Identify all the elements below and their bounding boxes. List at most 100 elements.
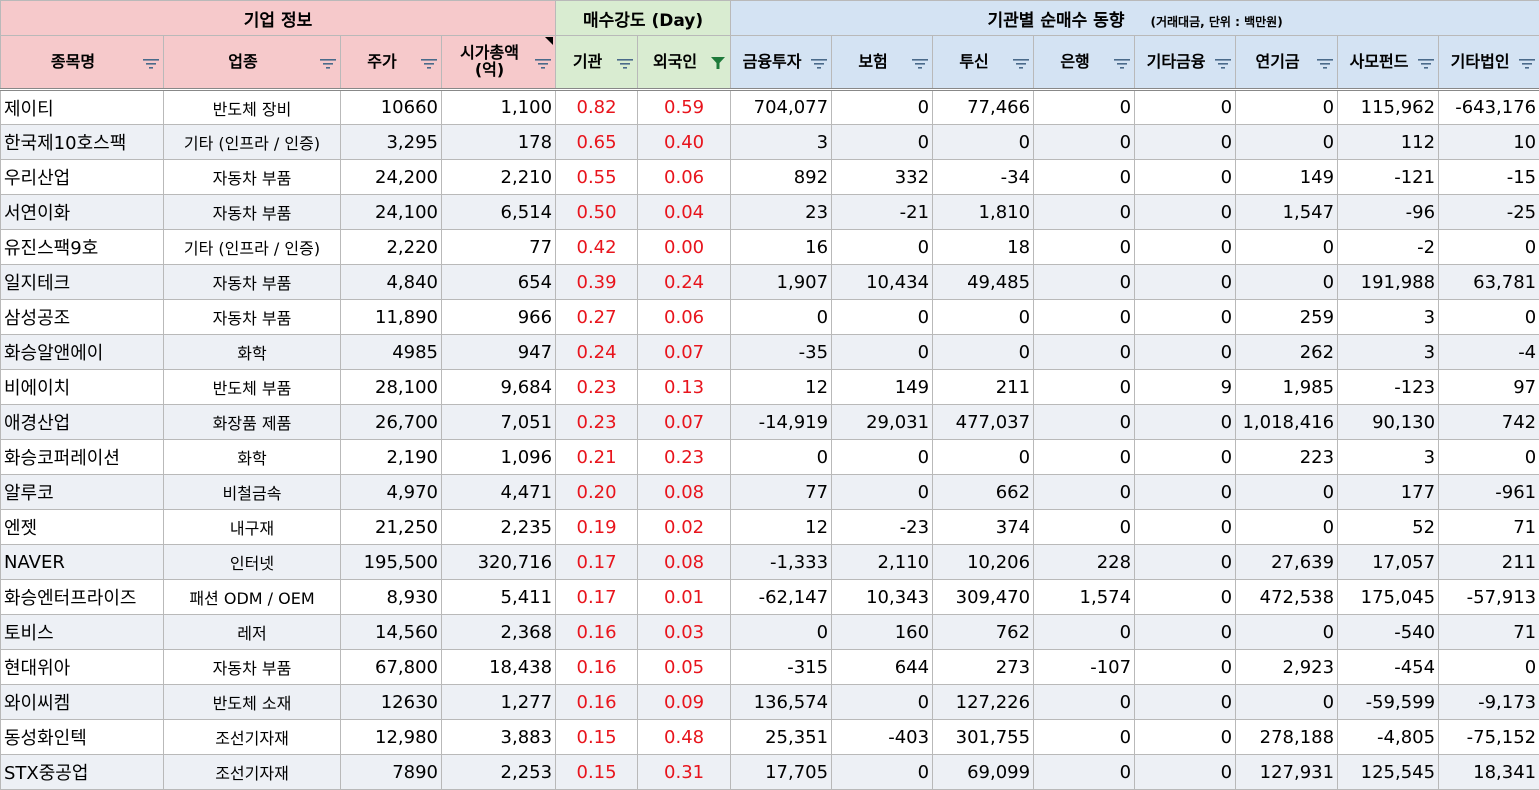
cell-industry[interactable]: 자동차 부품: [163, 264, 341, 300]
cell-insurance[interactable]: -21: [831, 194, 934, 230]
cell-price[interactable]: 26,700: [340, 404, 442, 440]
cell-fin-invest[interactable]: 0: [730, 299, 833, 335]
cell-industry[interactable]: 화장품 제품: [163, 404, 341, 440]
cell-trust[interactable]: 69,099: [932, 754, 1035, 790]
cell-bank[interactable]: 0: [1033, 754, 1136, 790]
cell-private-fund[interactable]: -2: [1337, 229, 1440, 265]
table-row[interactable]: 유진스팩9호 기타 (인프라 / 인증) 2,220 77 0.42 0.00 16 0 18 0…: [0, 229, 1539, 265]
cell-market-cap[interactable]: 1,277: [440, 684, 557, 720]
cell-trust[interactable]: 309,470: [932, 579, 1035, 615]
col-header-bank[interactable]: 은행: [1033, 35, 1136, 91]
cell-market-cap[interactable]: 654: [440, 264, 557, 300]
filter-dropdown-icon[interactable]: [1214, 55, 1232, 69]
cell-industry[interactable]: 조선기자재: [163, 754, 341, 790]
cell-fin-invest[interactable]: 23: [730, 194, 833, 230]
cell-insurance[interactable]: -403: [831, 719, 934, 755]
cell-price[interactable]: 4,970: [340, 474, 442, 510]
cell-institution[interactable]: 0.23: [555, 404, 639, 440]
cell-private-fund[interactable]: -123: [1337, 369, 1440, 405]
cell-foreign[interactable]: 0.31: [637, 754, 732, 790]
cell-other-corp[interactable]: -75,152: [1438, 719, 1539, 755]
cell-market-cap[interactable]: 4,471: [440, 474, 557, 510]
cell-insurance[interactable]: 0: [831, 89, 934, 125]
filter-dropdown-icon[interactable]: [1113, 55, 1131, 69]
filter-dropdown-icon[interactable]: [616, 55, 634, 69]
cell-other-corp[interactable]: 0: [1438, 299, 1539, 335]
cell-foreign[interactable]: 0.01: [637, 579, 732, 615]
cell-trust[interactable]: 0: [932, 124, 1035, 160]
table-row[interactable]: 애경산업 화장품 제품 26,700 7,051 0.23 0.07 -14,919 29,0…: [0, 404, 1539, 440]
cell-institution[interactable]: 0.50: [555, 194, 639, 230]
cell-trust[interactable]: 662: [932, 474, 1035, 510]
cell-industry[interactable]: 내구재: [163, 509, 341, 545]
cell-private-fund[interactable]: 90,130: [1337, 404, 1440, 440]
cell-name[interactable]: STX중공업: [0, 754, 164, 790]
filter-dropdown-icon[interactable]: [142, 55, 160, 69]
cell-name[interactable]: 삼성공조: [0, 299, 164, 335]
cell-other-corp[interactable]: 742: [1438, 404, 1539, 440]
cell-foreign[interactable]: 0.08: [637, 474, 732, 510]
cell-name[interactable]: 와이씨켐: [0, 684, 164, 720]
cell-bank[interactable]: 1,574: [1033, 579, 1136, 615]
cell-fin-invest[interactable]: 12: [730, 369, 833, 405]
cell-fin-invest[interactable]: -315: [730, 649, 833, 685]
cell-price[interactable]: 4,840: [340, 264, 442, 300]
cell-private-fund[interactable]: 3: [1337, 439, 1440, 475]
table-row[interactable]: 화승코퍼레이션 화학 2,190 1,096 0.21 0.23 0 0 0 0 0 223 3 0: [0, 439, 1539, 475]
cell-insurance[interactable]: 0: [831, 334, 934, 370]
col-header-market-cap[interactable]: 시가총액 (억): [440, 35, 557, 91]
cell-other-fin[interactable]: 9: [1134, 369, 1237, 405]
filter-active-icon[interactable]: [709, 55, 727, 69]
cell-bank[interactable]: 0: [1033, 719, 1136, 755]
col-header-price[interactable]: 주가: [340, 35, 442, 91]
cell-fin-invest[interactable]: -1,333: [730, 544, 833, 580]
cell-foreign[interactable]: 0.23: [637, 439, 732, 475]
cell-market-cap[interactable]: 7,051: [440, 404, 557, 440]
filter-dropdown-icon[interactable]: [810, 55, 828, 69]
cell-bank[interactable]: 0: [1033, 124, 1136, 160]
cell-institution[interactable]: 0.20: [555, 474, 639, 510]
table-row[interactable]: 일지테크 자동차 부품 4,840 654 0.39 0.24 1,907 10,434 49,…: [0, 264, 1539, 300]
cell-pension[interactable]: 0: [1235, 684, 1339, 720]
cell-fin-invest[interactable]: 77: [730, 474, 833, 510]
cell-foreign[interactable]: 0.13: [637, 369, 732, 405]
cell-insurance[interactable]: 0: [831, 439, 934, 475]
cell-foreign[interactable]: 0.07: [637, 334, 732, 370]
cell-foreign[interactable]: 0.06: [637, 159, 732, 195]
cell-price[interactable]: 10660: [340, 89, 442, 125]
cell-bank[interactable]: 0: [1033, 439, 1136, 475]
cell-foreign[interactable]: 0.09: [637, 684, 732, 720]
table-row[interactable]: 화승알앤에이 화학 4985 947 0.24 0.07 -35 0 0 0 0 262 3 -4: [0, 334, 1539, 370]
cell-name[interactable]: 화승엔터프라이즈: [0, 579, 164, 615]
cell-foreign[interactable]: 0.59: [637, 89, 732, 125]
table-row[interactable]: 서연이화 자동차 부품 24,100 6,514 0.50 0.04 23 -21 1,810 0…: [0, 194, 1539, 230]
cell-price[interactable]: 8,930: [340, 579, 442, 615]
cell-price[interactable]: 2,190: [340, 439, 442, 475]
cell-institution[interactable]: 0.21: [555, 439, 639, 475]
cell-market-cap[interactable]: 178: [440, 124, 557, 160]
cell-bank[interactable]: 0: [1033, 404, 1136, 440]
cell-industry[interactable]: 기타 (인프라 / 인증): [163, 229, 341, 265]
cell-private-fund[interactable]: 3: [1337, 334, 1440, 370]
cell-bank[interactable]: 0: [1033, 369, 1136, 405]
cell-market-cap[interactable]: 2,235: [440, 509, 557, 545]
cell-price[interactable]: 12630: [340, 684, 442, 720]
cell-trust[interactable]: 127,226: [932, 684, 1035, 720]
cell-price[interactable]: 21,250: [340, 509, 442, 545]
table-row[interactable]: 비에이치 반도체 부품 28,100 9,684 0.23 0.13 12 149 211 0 9 1…: [0, 369, 1539, 405]
cell-trust[interactable]: 762: [932, 614, 1035, 650]
cell-price[interactable]: 24,200: [340, 159, 442, 195]
cell-industry[interactable]: 자동차 부품: [163, 299, 341, 335]
cell-foreign[interactable]: 0.07: [637, 404, 732, 440]
cell-private-fund[interactable]: 52: [1337, 509, 1440, 545]
cell-bank[interactable]: -107: [1033, 649, 1136, 685]
cell-foreign[interactable]: 0.40: [637, 124, 732, 160]
col-header-foreign[interactable]: 외국인: [637, 35, 732, 91]
cell-private-fund[interactable]: 191,988: [1337, 264, 1440, 300]
cell-other-corp[interactable]: 0: [1438, 649, 1539, 685]
cell-foreign[interactable]: 0.00: [637, 229, 732, 265]
cell-fin-invest[interactable]: 17,705: [730, 754, 833, 790]
cell-market-cap[interactable]: 966: [440, 299, 557, 335]
cell-other-corp[interactable]: 0: [1438, 229, 1539, 265]
cell-fin-invest[interactable]: 704,077: [730, 89, 833, 125]
